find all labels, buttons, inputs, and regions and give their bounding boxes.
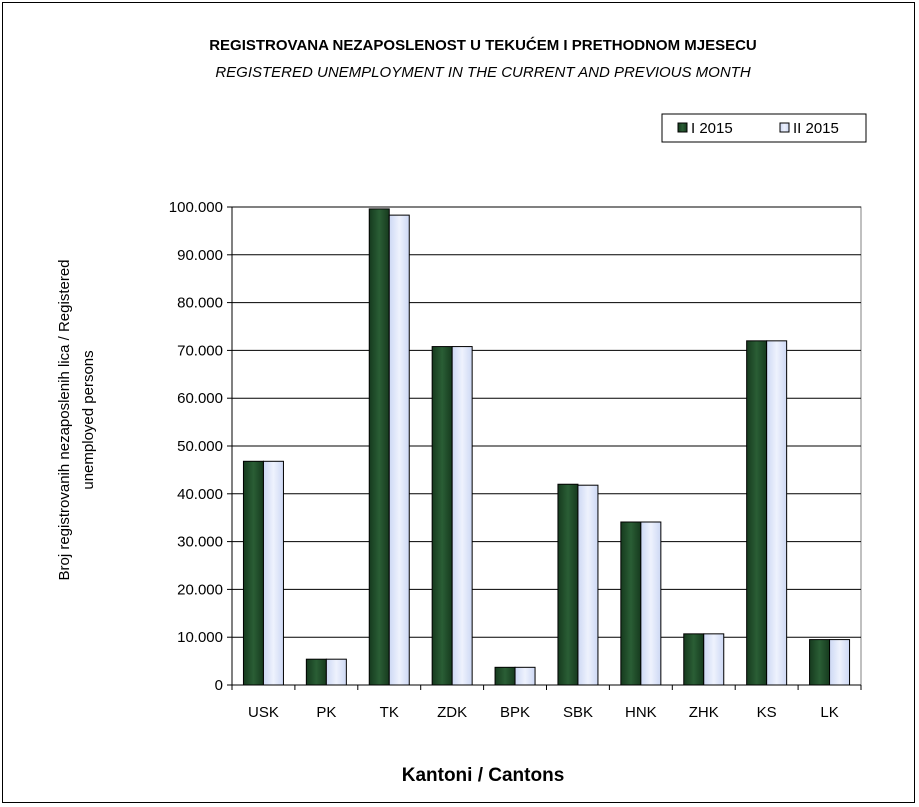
- x-tick-labels: USK PK TK ZDK BPK SBK HNK ZHK KS LK: [248, 704, 839, 721]
- legend-label-series-1: I 2015: [691, 120, 733, 137]
- y-tick-label: 70.000: [177, 342, 223, 359]
- x-tick-label-zdk: ZDK: [437, 704, 467, 721]
- bar-bpk-series-2: [514, 666, 536, 686]
- bar-usk-series-2: [262, 460, 284, 686]
- bar-tk-series-2: [388, 214, 410, 686]
- bar-tk-series-1: [368, 208, 390, 686]
- bar-usk-series-1: [242, 460, 264, 686]
- x-tick-label-pk: PK: [316, 704, 336, 721]
- legend: I 2015 II 2015: [661, 113, 867, 143]
- bar-sbk-series-1: [557, 483, 579, 686]
- y-tick-label: 100.000: [169, 199, 223, 216]
- y-axis-title-line-1: Broj registrovanih nezaposlenih lica / R…: [56, 259, 73, 580]
- bar-sbk-series-2: [577, 484, 599, 686]
- chart-subtitle: REGISTERED UNEMPLOYMENT IN THE CURRENT A…: [215, 64, 750, 81]
- axes: [227, 206, 862, 690]
- legend-swatch-series-2: [779, 122, 790, 133]
- chart-title: REGISTROVANA NEZAPOSLENOST U TEKUĆEM I P…: [209, 36, 757, 54]
- bar-hnk-series-1: [620, 521, 642, 686]
- y-tick-label: 60.000: [177, 390, 223, 407]
- y-tick-label: 30.000: [177, 534, 223, 551]
- bar-ks-series-1: [746, 340, 768, 686]
- y-tick-label: 10.000: [177, 629, 223, 646]
- bar-zhk-series-2: [703, 633, 725, 686]
- bar-zhk-series-1: [683, 633, 705, 686]
- x-tick-label-tk: TK: [380, 704, 399, 721]
- y-tick-label: 50.000: [177, 438, 223, 455]
- legend-label-series-2: II 2015: [793, 120, 839, 137]
- y-tick-label: 90.000: [177, 247, 223, 264]
- y-tick-labels: 0 10.000 20.000 30.000 40.000 50.000 60.000 70.…: [169, 199, 223, 694]
- bar-ks-series-2: [766, 340, 788, 686]
- bar-zdk-series-2: [451, 346, 473, 686]
- bar-pk-series-1: [305, 658, 327, 686]
- x-tick-label-sbk: SBK: [563, 704, 593, 721]
- y-tick-label: 20.000: [177, 581, 223, 598]
- x-axis-title: Kantoni / Cantons: [402, 765, 565, 786]
- bar-lk-series-1: [809, 639, 831, 686]
- bar-lk-series-2: [829, 639, 851, 686]
- x-tick-label-lk: LK: [820, 704, 838, 721]
- x-tick-label-ks: KS: [757, 704, 777, 721]
- x-tick-label-bpk: BPK: [500, 704, 530, 721]
- legend-swatch-series-1: [677, 122, 688, 133]
- bar-bpk-series-1: [494, 666, 516, 686]
- y-tick-label: 40.000: [177, 486, 223, 503]
- y-axis-title-line-2: unemployed persons: [80, 350, 97, 489]
- y-tick-label: 80.000: [177, 295, 223, 312]
- y-tick-label: 0: [215, 677, 223, 694]
- bar-hnk-series-2: [640, 521, 662, 686]
- legend-box: [661, 113, 867, 143]
- bar-pk-series-2: [325, 658, 347, 686]
- x-tick-label-zhk: ZHK: [689, 704, 719, 721]
- x-tick-label-usk: USK: [248, 704, 279, 721]
- x-tick-label-hnk: HNK: [625, 704, 657, 721]
- bar-zdk-series-1: [431, 346, 453, 686]
